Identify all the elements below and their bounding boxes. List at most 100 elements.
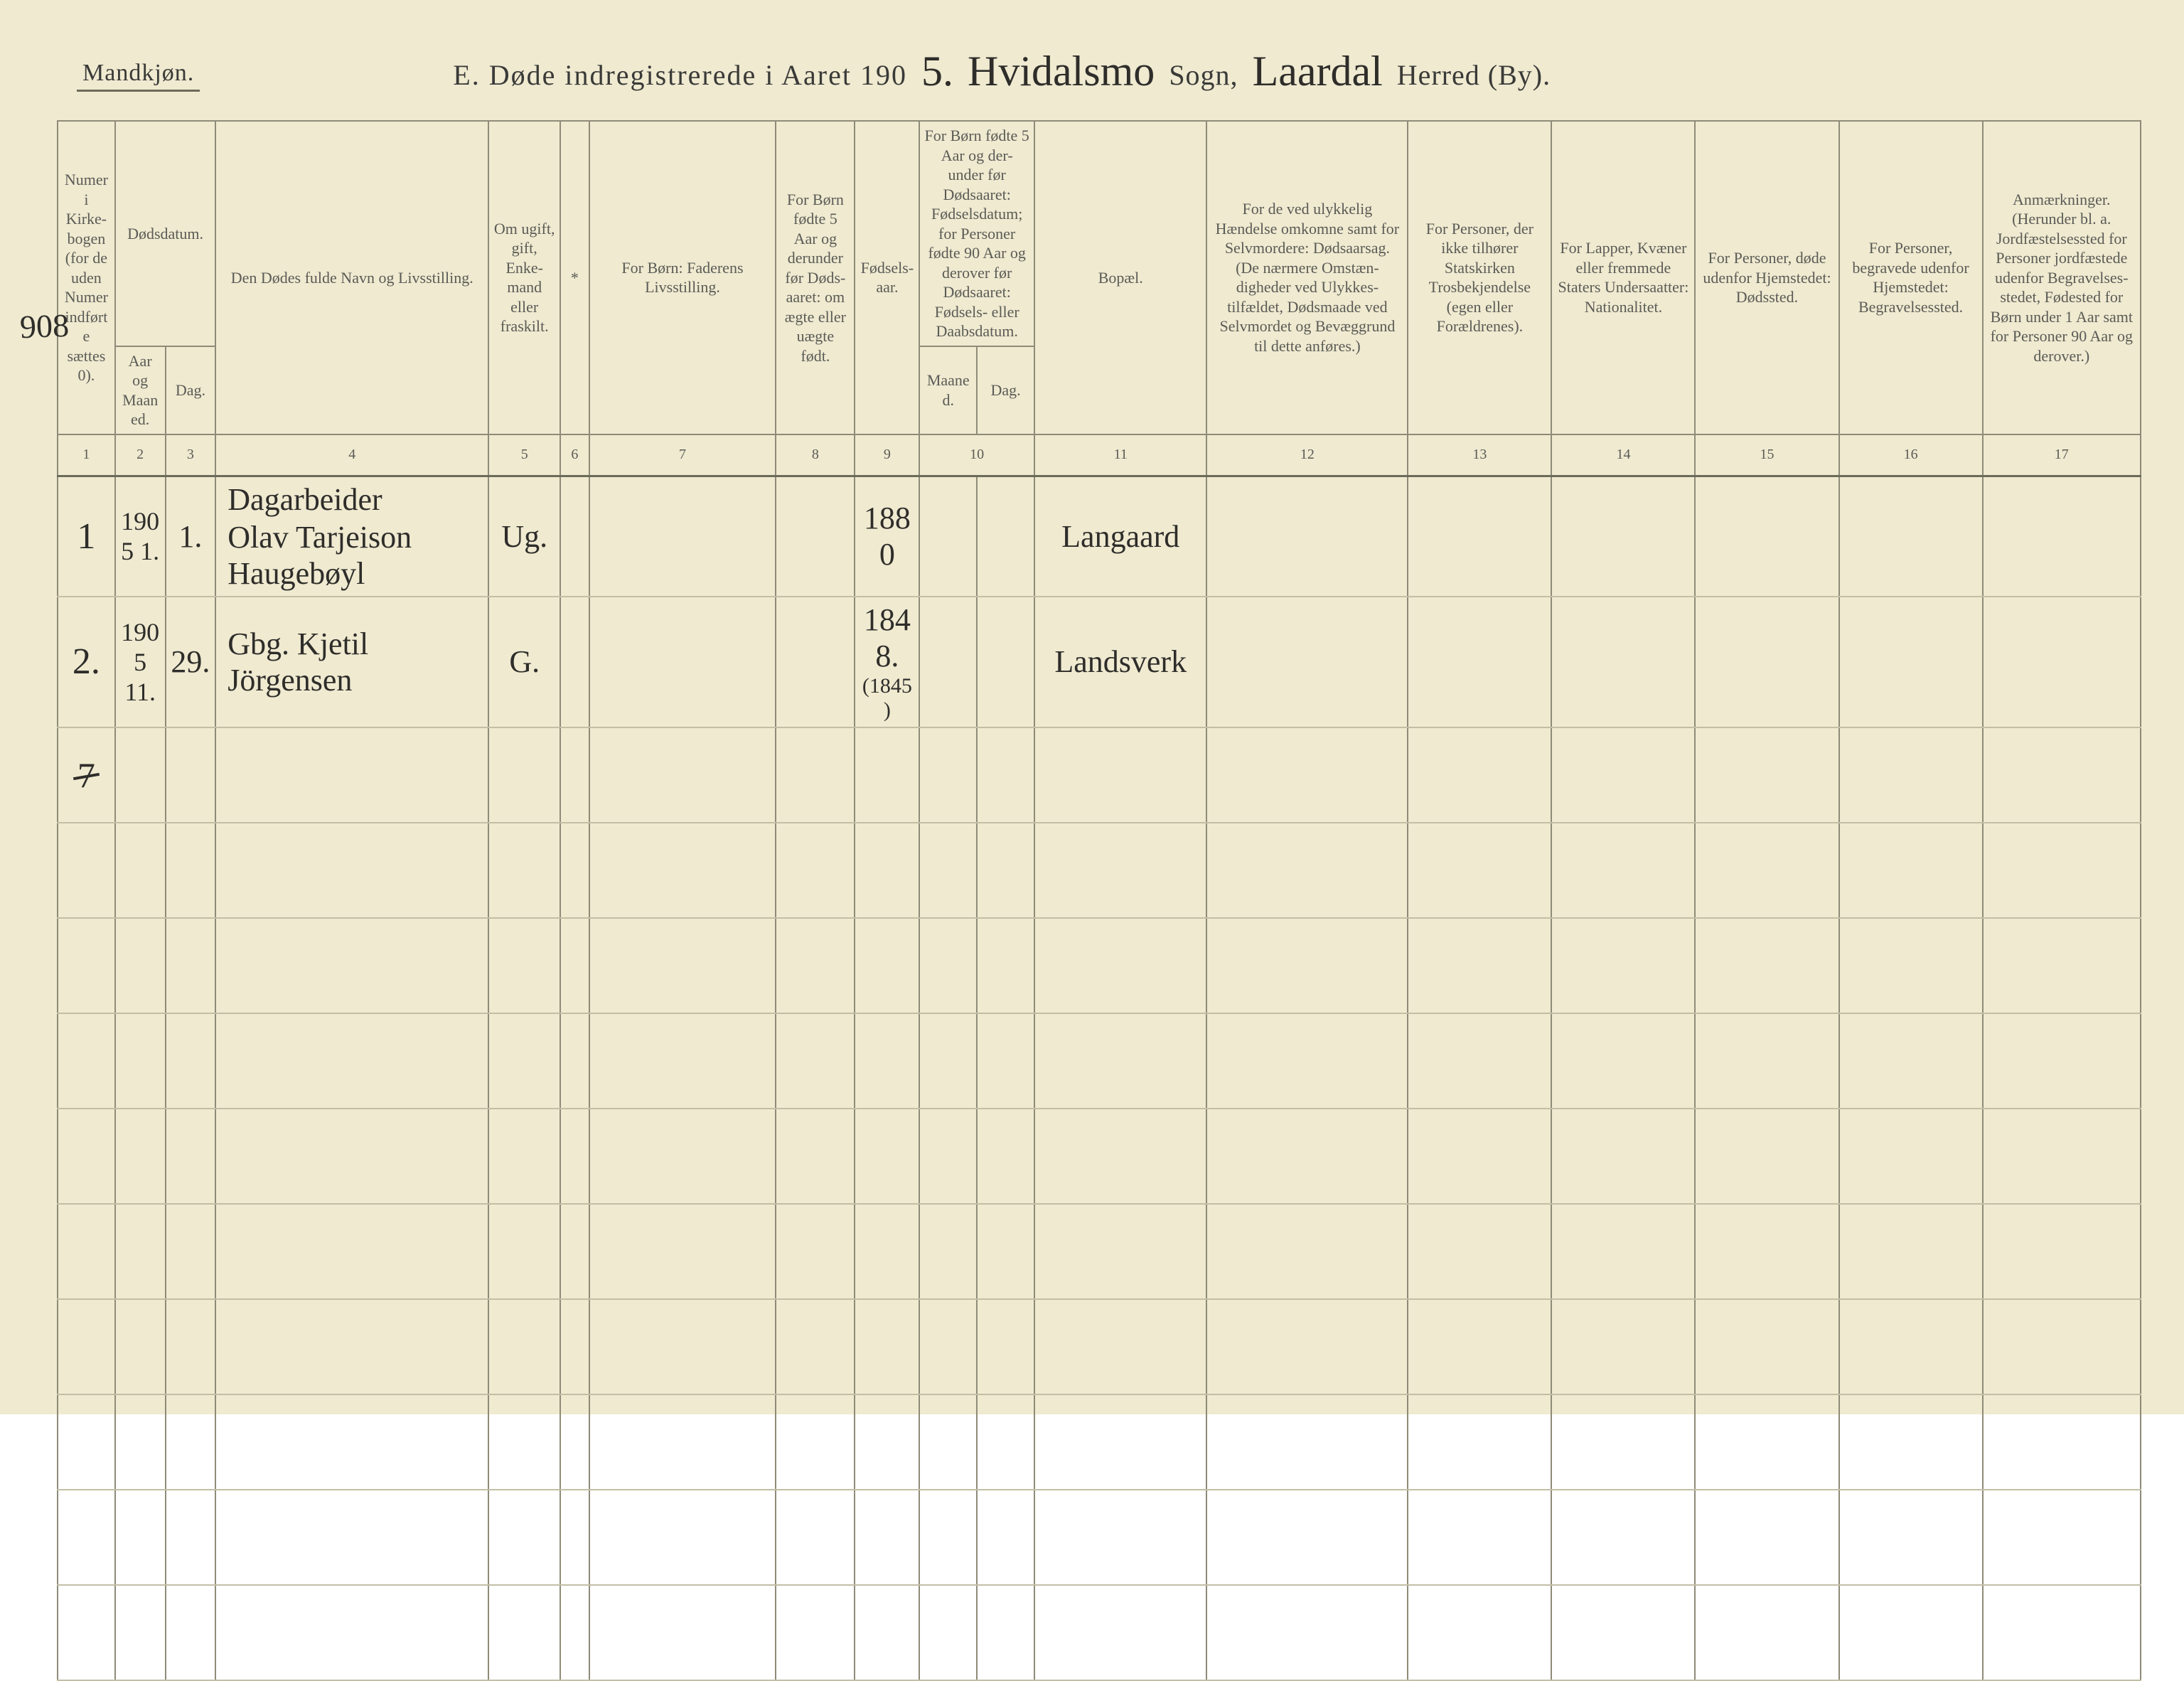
cell-empty bbox=[115, 823, 166, 918]
page-heading: Mandkjøn. E. Døde indregistrerede i Aare… bbox=[57, 43, 2141, 92]
occupation: Dagarbeider bbox=[228, 481, 382, 518]
cell-year-month: 1905 1. bbox=[115, 476, 166, 597]
col-header-12: For de ved ulykkelig Hændelse omkomne sa… bbox=[1206, 121, 1408, 434]
cell-empty bbox=[1551, 1299, 1695, 1394]
colnum-11: 11 bbox=[1034, 434, 1206, 476]
cell-empty bbox=[560, 727, 589, 823]
cell-empty bbox=[488, 1013, 560, 1109]
cell-nationality bbox=[1551, 597, 1695, 727]
cell-num: 1 bbox=[58, 476, 115, 597]
cell-empty bbox=[488, 918, 560, 1013]
cell-empty bbox=[1408, 1204, 1551, 1299]
cell-empty bbox=[1695, 1013, 1838, 1109]
cell-empty bbox=[560, 823, 589, 918]
cell-empty bbox=[589, 1490, 776, 1585]
cell-empty bbox=[560, 1204, 589, 1299]
cell-legit bbox=[776, 476, 855, 597]
cell-empty bbox=[488, 1204, 560, 1299]
cell-empty bbox=[1839, 1394, 1983, 1490]
cell-asterisk bbox=[560, 476, 589, 597]
cell-empty bbox=[1839, 1109, 1983, 1204]
cell-empty bbox=[1408, 1394, 1551, 1490]
table-body: 1 1905 1. 1. Dagarbeider Olav Tarjeison … bbox=[58, 476, 2141, 1680]
cell-empty bbox=[1695, 727, 1838, 823]
cell-empty bbox=[776, 918, 855, 1013]
cell-empty bbox=[919, 1585, 977, 1680]
cell-empty bbox=[1695, 1204, 1838, 1299]
cell-empty bbox=[1551, 1013, 1695, 1109]
cell-empty bbox=[115, 1013, 166, 1109]
colnum-3: 3 bbox=[166, 434, 216, 476]
register-table-wrap: Numer i Kirke- bogen (for de uden Numer … bbox=[57, 120, 2141, 1681]
district-handwritten: Laardal bbox=[1253, 47, 1383, 96]
cell-empty bbox=[1034, 1299, 1206, 1394]
cell-empty bbox=[1408, 1299, 1551, 1394]
colnum-2: 2 bbox=[115, 434, 166, 476]
cell-empty bbox=[215, 1299, 488, 1394]
cell-empty bbox=[560, 1490, 589, 1585]
cell-empty bbox=[1206, 1585, 1408, 1680]
cell-empty bbox=[1034, 1204, 1206, 1299]
cell-empty bbox=[919, 823, 977, 918]
cell-empty bbox=[919, 1394, 977, 1490]
cell-empty bbox=[215, 918, 488, 1013]
cell-empty bbox=[589, 823, 776, 918]
cell-empty bbox=[1206, 1013, 1408, 1109]
cell-birth-month bbox=[919, 476, 977, 597]
cell-empty bbox=[560, 918, 589, 1013]
cell-empty bbox=[1408, 1490, 1551, 1585]
cell-empty bbox=[1551, 727, 1695, 823]
cell-empty bbox=[215, 727, 488, 823]
cell-father bbox=[589, 476, 776, 597]
parish-handwritten: Hvidalsmo bbox=[968, 47, 1155, 96]
birth-year: 1880 bbox=[864, 501, 911, 572]
cell-empty bbox=[919, 1013, 977, 1109]
cell-empty bbox=[1839, 727, 1983, 823]
col-header-17: Anmærkninger. (Herunder bl. a. Jordfæste… bbox=[1983, 121, 2141, 434]
cell-empty bbox=[1206, 1299, 1408, 1394]
cell-empty bbox=[977, 1299, 1034, 1394]
col-header-2: Aar og Maaned. bbox=[115, 346, 166, 434]
death-day: 29. bbox=[171, 644, 210, 679]
cell-empty bbox=[488, 1394, 560, 1490]
cell-empty bbox=[1206, 1204, 1408, 1299]
colnum-5: 5 bbox=[488, 434, 560, 476]
colnum-9: 9 bbox=[855, 434, 919, 476]
cell-empty bbox=[776, 1585, 855, 1680]
table-row bbox=[58, 1204, 2141, 1299]
cell-day: 29. bbox=[166, 597, 216, 727]
cell-empty bbox=[1034, 918, 1206, 1013]
cell-empty bbox=[1034, 1013, 1206, 1109]
cell-empty bbox=[1206, 1109, 1408, 1204]
year-month: 1905 1. bbox=[121, 507, 159, 565]
cell-empty bbox=[115, 918, 166, 1013]
register-table: Numer i Kirke- bogen (for de uden Numer … bbox=[57, 120, 2141, 1681]
cell-empty bbox=[1695, 1394, 1838, 1490]
cell-empty bbox=[1983, 1585, 2141, 1680]
cell-empty bbox=[560, 1109, 589, 1204]
table-row bbox=[58, 918, 2141, 1013]
year-handwritten: 5. bbox=[921, 47, 953, 96]
cell-empty bbox=[1034, 1585, 1206, 1680]
cell-empty bbox=[166, 1490, 216, 1585]
table-row: 7 bbox=[58, 727, 2141, 823]
cell-birth-day bbox=[977, 597, 1034, 727]
death-day: 1. bbox=[178, 519, 202, 554]
cell-empty bbox=[977, 1204, 1034, 1299]
col-header-2-group: Dødsdatum. bbox=[115, 121, 215, 346]
full-name: Gbg. Kjetil Jörgensen bbox=[228, 626, 483, 698]
cell-empty bbox=[488, 1109, 560, 1204]
cell-residence: Landsverk bbox=[1034, 597, 1206, 727]
parish-label: Sogn, bbox=[1169, 58, 1238, 92]
table-row bbox=[58, 1490, 2141, 1585]
cell-empty bbox=[1983, 823, 2141, 918]
cell-empty bbox=[1983, 1204, 2141, 1299]
cell-empty bbox=[166, 727, 216, 823]
cell-empty bbox=[977, 1585, 1034, 1680]
cell-status: G. bbox=[488, 597, 560, 727]
cell-empty bbox=[589, 1394, 776, 1490]
colnum-16: 16 bbox=[1839, 434, 1983, 476]
column-number-row: 1 2 3 4 5 6 7 8 9 10 11 12 13 14 15 16 1 bbox=[58, 434, 2141, 476]
cell-empty bbox=[215, 823, 488, 918]
cell-empty bbox=[115, 1204, 166, 1299]
